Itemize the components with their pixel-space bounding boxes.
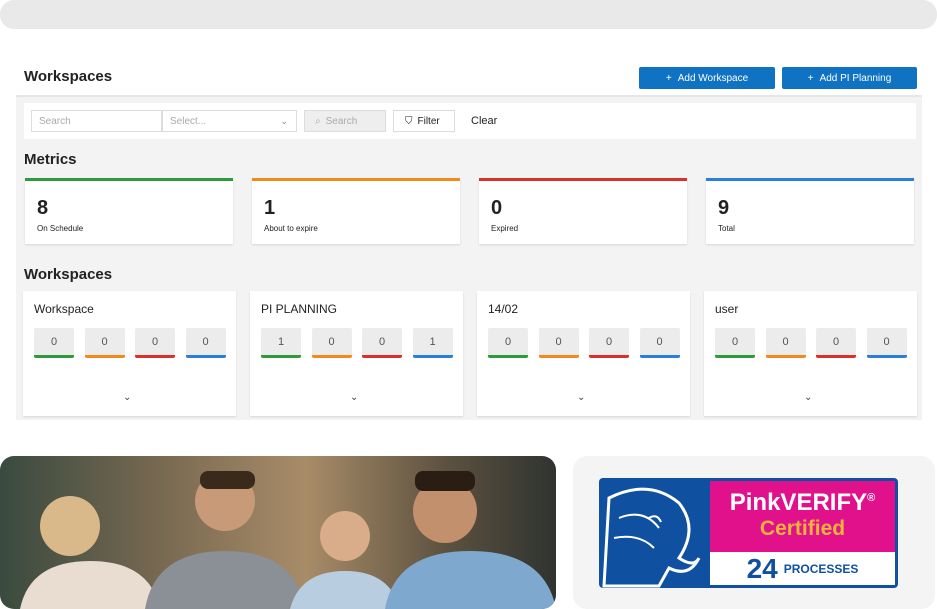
search-input[interactable]: Search: [31, 110, 162, 132]
workspace-name: user: [715, 302, 739, 316]
metric-value: 9: [718, 197, 730, 219]
registered-mark: ®: [867, 492, 876, 504]
page-title: Workspaces: [24, 68, 113, 85]
process-count: 24: [746, 552, 778, 584]
count-badge: 0: [488, 328, 528, 358]
workspace-name: 14/02: [488, 302, 519, 316]
count-badge: 0: [135, 328, 175, 358]
workspace-name: Workspace: [34, 302, 94, 316]
certified-text: Certified: [759, 517, 846, 540]
count-badge: 0: [816, 328, 856, 358]
metric-value: 0: [491, 197, 503, 219]
workspace-card[interactable]: 14/02 0 0 0 0 ⌄: [477, 291, 690, 416]
select-placeholder: Select...: [170, 115, 207, 127]
workspace-card[interactable]: PI PLANNING 1 0 0 1 ⌄: [250, 291, 463, 416]
plus-icon: +: [665, 72, 672, 84]
clear-button[interactable]: Clear: [471, 115, 498, 127]
pinkverify-logo: PinkVERIFY® Certified 24 PROCESSES: [599, 478, 898, 588]
add-workspace-label: Add Workspace: [677, 72, 749, 84]
search-button-label: Search: [325, 115, 358, 127]
elephant-icon: [602, 487, 701, 588]
filter-icon: ⛉: [405, 115, 413, 127]
plus-icon: +: [807, 72, 814, 84]
metric-card: 8 On Schedule: [25, 178, 233, 244]
search-placeholder: Search: [39, 115, 71, 127]
metric-card: 1 About to expire: [252, 178, 460, 244]
pink-panel: PinkVERIFY® Certified: [710, 481, 895, 552]
metric-label: On Schedule: [37, 224, 84, 233]
add-workspace-button[interactable]: + Add Workspace: [639, 67, 775, 89]
filter-button[interactable]: ⛉ Filter: [393, 110, 455, 132]
metric-label: Expired: [491, 224, 519, 233]
count-badge: 0: [538, 328, 579, 358]
count-badge: 0: [34, 328, 74, 358]
count-badge: 0: [362, 328, 402, 358]
chevron-down-icon[interactable]: ⌄: [350, 392, 359, 403]
add-pi-planning-button[interactable]: + Add PI Planning: [782, 67, 917, 89]
process-panel: 24 PROCESSES: [710, 552, 895, 585]
chevron-down-icon[interactable]: ⌄: [123, 392, 132, 403]
count-badge: 0: [84, 328, 125, 358]
metric-value: 8: [37, 197, 49, 219]
chevron-down-icon[interactable]: ⌄: [804, 392, 813, 403]
filter-button-label: Filter: [417, 115, 440, 127]
process-unit: PROCESSES: [783, 561, 859, 576]
count-badge: 0: [765, 328, 806, 358]
count-badge: 0: [639, 328, 680, 358]
count-badge: 0: [589, 328, 629, 358]
workspace-card[interactable]: user 0 0 0 0 ⌄: [704, 291, 917, 416]
team-photo-image: [20, 471, 556, 609]
count-badge: 0: [311, 328, 352, 358]
metric-label: About to expire: [264, 224, 318, 233]
brand-text: PinkVERIFY: [729, 489, 868, 516]
count-badge: 0: [715, 328, 755, 358]
count-badge: 0: [185, 328, 226, 358]
metric-value: 1: [264, 197, 276, 219]
search-icon: ⌕: [315, 115, 321, 127]
count-badge: 1: [412, 328, 453, 358]
top-bar: [0, 0, 937, 29]
select-dropdown[interactable]: Select... ⌄: [162, 110, 297, 132]
search-button[interactable]: ⌕ Search: [304, 110, 386, 132]
metric-card: 9 Total: [706, 178, 914, 244]
workspace-name: PI PLANNING: [261, 302, 338, 316]
metric-card: 0 Expired: [479, 178, 687, 244]
count-badge: 1: [261, 328, 301, 358]
metrics-title: Metrics: [24, 151, 77, 168]
workspaces-title: Workspaces: [24, 266, 113, 283]
chevron-down-icon[interactable]: ⌄: [577, 392, 586, 403]
chevron-down-icon: ⌄: [280, 115, 288, 126]
certification-card: PinkVERIFY® Certified 24 PROCESSES: [573, 456, 935, 609]
metric-label: Total: [718, 224, 735, 233]
workspace-card[interactable]: Workspace 0 0 0 0 ⌄: [23, 291, 236, 416]
add-pi-planning-label: Add PI Planning: [819, 72, 892, 84]
team-photo: [0, 456, 556, 609]
count-badge: 0: [866, 328, 907, 358]
